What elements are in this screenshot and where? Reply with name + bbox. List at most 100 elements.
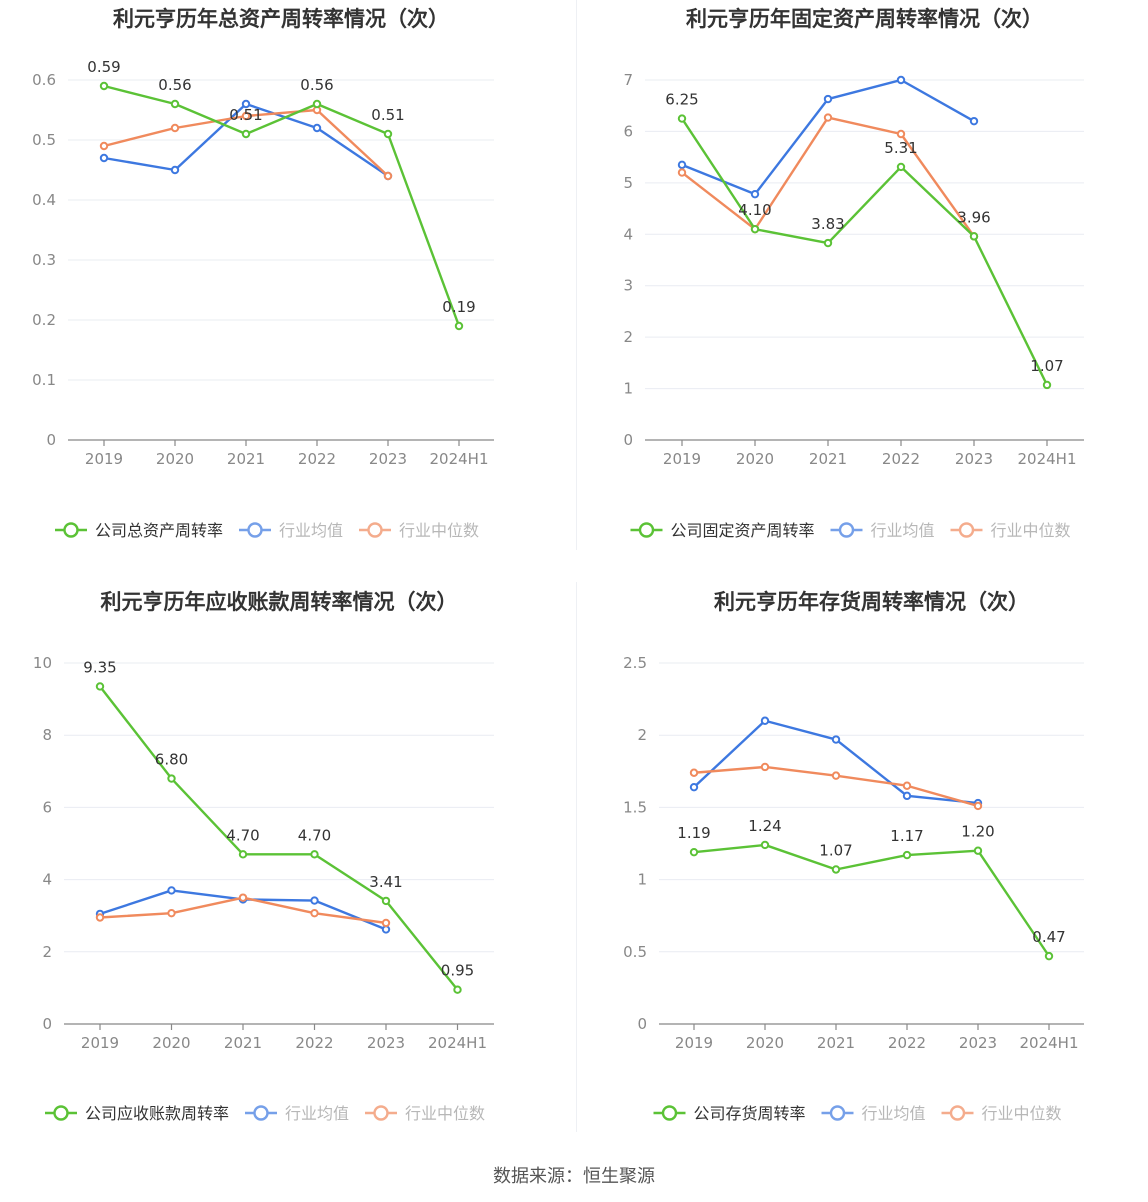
data-point[interactable]: [902, 781, 912, 790]
data-point[interactable]: [312, 99, 322, 109]
data-point[interactable]: [823, 94, 833, 104]
x-tick-label: 2021: [817, 1034, 855, 1052]
data-point[interactable]: [310, 908, 319, 918]
data-point[interactable]: [677, 160, 687, 170]
data-point[interactable]: [99, 153, 109, 163]
x-tick-label: 2020: [746, 1034, 784, 1052]
data-point[interactable]: [381, 896, 391, 906]
data-label: 1.17: [890, 827, 923, 845]
legend-item[interactable]: 公司固定资产周转率: [630, 521, 815, 540]
data-point[interactable]: [238, 893, 248, 902]
legend-item[interactable]: 行业均值: [830, 521, 935, 540]
data-point[interactable]: [167, 774, 176, 783]
data-point[interactable]: [760, 840, 770, 850]
y-tick-label: 2: [637, 726, 647, 744]
y-tick-label: 8: [42, 726, 52, 744]
y-tick-label: 0.2: [32, 311, 56, 329]
data-point[interactable]: [241, 129, 251, 139]
legend-label: 公司存货周转率: [694, 1104, 806, 1123]
data-point[interactable]: [383, 171, 393, 181]
legend-item[interactable]: 行业中位数: [365, 1104, 485, 1123]
data-point[interactable]: [99, 81, 109, 91]
data-label: 1.19: [677, 824, 710, 842]
data-label: 6.80: [155, 751, 188, 769]
legend-item[interactable]: 公司总资产周转率: [55, 521, 223, 540]
chart-fixed-asset: 利元亨历年固定资产周转率情况（次） 0 1 2 3 4 5 6 7 2019 2020 2021 202…: [623, 7, 1084, 540]
data-point[interactable]: [170, 99, 180, 109]
data-point[interactable]: [831, 735, 841, 744]
data-point[interactable]: [973, 846, 983, 855]
data-point[interactable]: [969, 116, 979, 126]
data-point[interactable]: [831, 865, 841, 874]
data-point[interactable]: [760, 762, 770, 772]
series-line: [693, 719, 979, 805]
data-point[interactable]: [902, 791, 912, 801]
y-tick-label: 3: [623, 277, 633, 295]
data-label: 3.83: [811, 215, 844, 233]
data-point[interactable]: [677, 168, 687, 177]
y-tick-label: 0.6: [32, 71, 56, 89]
chart-title: 利元亨历年应收账款周转率情况（次）: [101, 590, 458, 614]
data-point[interactable]: [95, 682, 105, 691]
data-point[interactable]: [750, 224, 760, 234]
data-point[interactable]: [896, 162, 906, 172]
legend-marker-icon: [949, 1105, 966, 1121]
data-point[interactable]: [750, 189, 760, 199]
data-point[interactable]: [454, 321, 464, 331]
data-point[interactable]: [381, 925, 391, 934]
data-point[interactable]: [823, 238, 833, 248]
data-point[interactable]: [241, 99, 251, 109]
data-point[interactable]: [896, 129, 906, 139]
data-point[interactable]: [99, 141, 109, 151]
data-point[interactable]: [896, 75, 906, 85]
data-label: 4.10: [738, 201, 771, 219]
data-label: 0.19: [442, 298, 475, 316]
data-point[interactable]: [1042, 380, 1052, 390]
data-point[interactable]: [453, 985, 462, 994]
data-label: 3.96: [957, 208, 990, 226]
data-point[interactable]: [167, 908, 176, 918]
data-point[interactable]: [95, 913, 105, 922]
legend-item[interactable]: 公司存货周转率: [653, 1104, 806, 1123]
data-point[interactable]: [310, 896, 319, 905]
data-label: 9.35: [83, 658, 116, 676]
legend-marker-icon: [829, 1105, 846, 1121]
data-point[interactable]: [381, 918, 391, 928]
legend-item[interactable]: 行业均值: [239, 521, 343, 540]
legend-item[interactable]: 公司应收账款周转率: [45, 1104, 229, 1123]
data-point[interactable]: [312, 123, 322, 133]
data-label: 1.07: [819, 841, 852, 859]
chart-title: 利元亨历年存货周转率情况（次）: [714, 590, 1029, 614]
data-point[interactable]: [969, 232, 979, 241]
data-point[interactable]: [238, 850, 248, 859]
data-point[interactable]: [310, 850, 319, 859]
legend-item[interactable]: 行业中位数: [950, 521, 1071, 540]
data-point[interactable]: [689, 847, 699, 857]
data-label: 0.47: [1032, 928, 1065, 946]
data-point[interactable]: [760, 716, 770, 725]
legend-marker-icon: [367, 522, 383, 538]
data-point[interactable]: [1044, 951, 1054, 961]
chart-panel-receivable: 利元亨历年应收账款周转率情况（次） 0 2 4 6 8 10 2019 2020 2021 2022…: [0, 583, 574, 1158]
legend-item[interactable]: 行业中位数: [941, 1104, 1062, 1123]
data-point[interactable]: [677, 114, 687, 123]
data-point[interactable]: [902, 850, 912, 860]
legend-item[interactable]: 行业均值: [245, 1104, 349, 1123]
legend-marker-icon: [247, 522, 263, 538]
data-point[interactable]: [241, 111, 251, 121]
data-point[interactable]: [383, 129, 393, 139]
data-point[interactable]: [689, 782, 699, 792]
y-tick-label: 7: [623, 71, 633, 89]
data-point[interactable]: [823, 113, 833, 122]
data-point[interactable]: [170, 123, 180, 133]
y-tick-label: 4: [623, 225, 633, 243]
data-point[interactable]: [170, 165, 180, 175]
legend-item[interactable]: 行业中位数: [359, 521, 479, 540]
legend-item[interactable]: 行业均值: [821, 1104, 926, 1123]
legend-marker-icon: [63, 522, 79, 538]
data-point[interactable]: [167, 886, 176, 895]
data-point[interactable]: [689, 768, 699, 777]
data-point[interactable]: [831, 771, 841, 780]
legend-label: 公司固定资产周转率: [671, 521, 815, 540]
data-point[interactable]: [973, 801, 983, 811]
